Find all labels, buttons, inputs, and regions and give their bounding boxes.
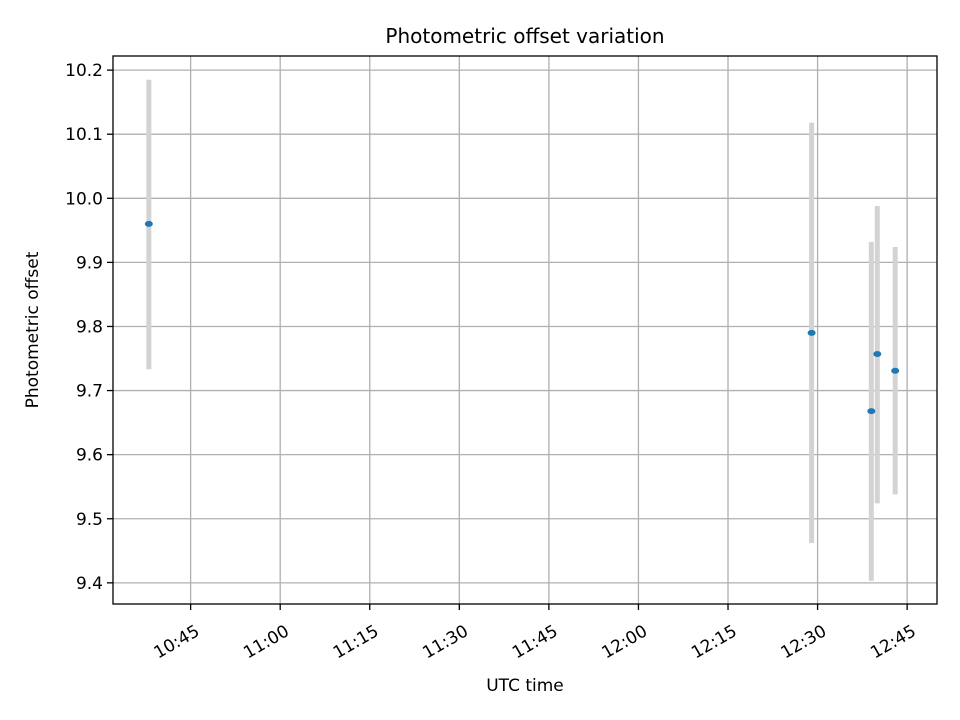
x-tick-label: 12:15 xyxy=(688,621,740,663)
y-tick-label: 10.0 xyxy=(65,189,103,209)
data-points xyxy=(144,220,900,415)
y-axis-title: Photometric offset xyxy=(23,251,43,408)
x-tick-label: 12:00 xyxy=(599,621,651,663)
x-tick-label: 11:30 xyxy=(419,621,471,663)
x-tick-label: 12:45 xyxy=(867,621,919,663)
y-tick-label: 9.5 xyxy=(76,510,103,530)
x-tick-label: 11:15 xyxy=(330,621,382,663)
x-tick-label: 10:45 xyxy=(151,621,203,663)
data-point xyxy=(891,367,900,374)
y-tick-label: 9.8 xyxy=(76,317,103,337)
y-tick-label: 9.6 xyxy=(76,446,103,466)
data-point xyxy=(867,408,876,415)
error-bars xyxy=(146,79,898,581)
data-point xyxy=(873,351,882,358)
y-tick-label: 10.1 xyxy=(65,125,103,145)
x-axis-title: UTC time xyxy=(486,676,564,696)
y-tick-label: 9.9 xyxy=(76,253,103,273)
x-tick-label: 11:00 xyxy=(240,621,292,663)
y-tick-label: 9.7 xyxy=(76,382,103,402)
x-tick-label: 12:30 xyxy=(778,621,830,663)
data-point xyxy=(807,329,816,336)
chart-title: Photometric offset variation xyxy=(385,24,664,48)
grid xyxy=(113,56,937,604)
y-tick-label: 10.2 xyxy=(65,61,103,81)
axis-ticks: 10:45 11:00 11:15 11:30 11:45 12:00 12:15 12:30… xyxy=(65,61,920,663)
x-tick-label: 11:45 xyxy=(509,621,561,663)
data-point xyxy=(144,220,153,227)
y-tick-label: 9.4 xyxy=(76,574,103,594)
plot-frame xyxy=(112,55,938,605)
